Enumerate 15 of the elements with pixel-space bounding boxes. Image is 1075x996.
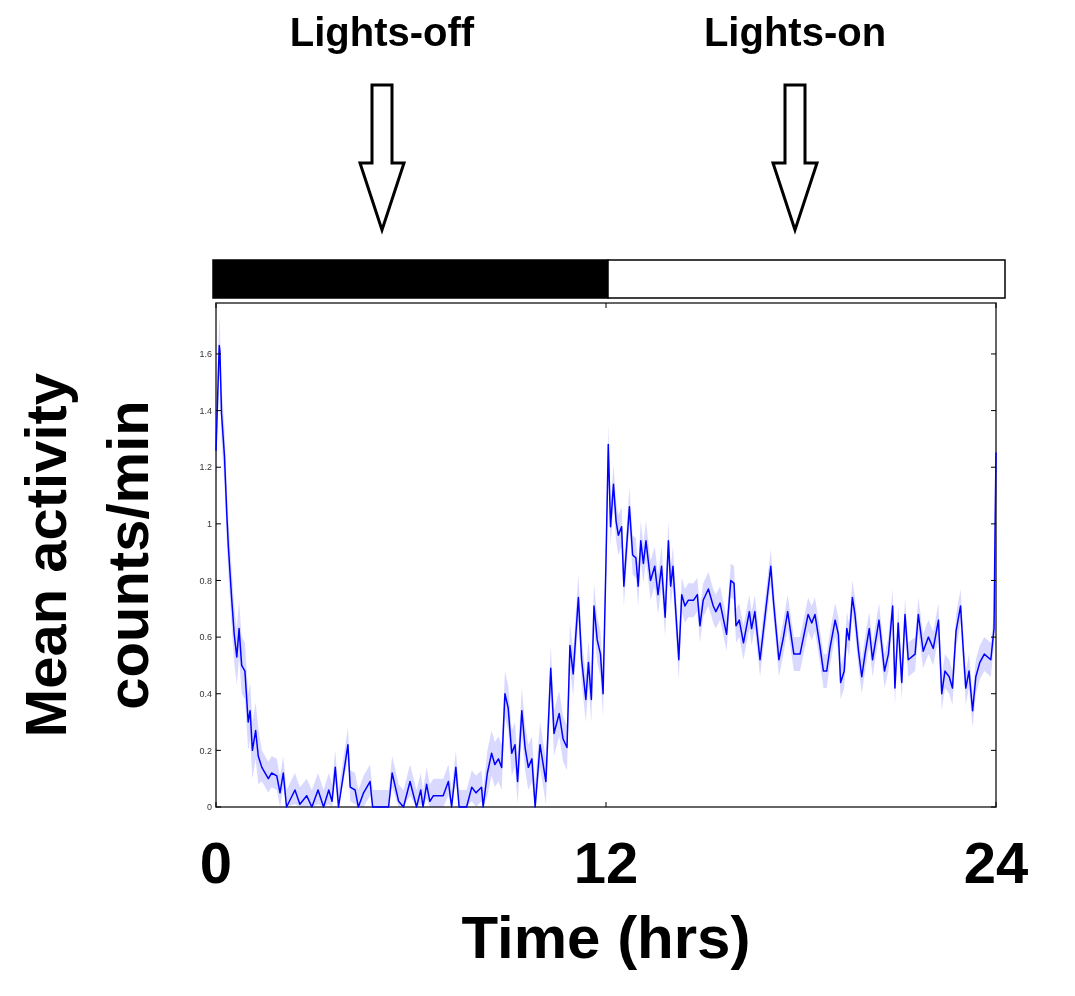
y-tick-label: 0.6 bbox=[199, 632, 212, 643]
text: Lights-off bbox=[289, 10, 475, 54]
x-tick-label: 24 bbox=[963, 830, 1029, 895]
y-tick-label: 1.6 bbox=[199, 349, 212, 360]
y-tick-label: 1.2 bbox=[199, 462, 212, 473]
x-axis-title: Time (hrs) bbox=[461, 904, 751, 971]
y-tick-label: 0.4 bbox=[199, 688, 212, 699]
y-tick-label: 0 bbox=[206, 802, 212, 813]
y-tick-label: 0.2 bbox=[199, 745, 212, 756]
y-tick-label: 0.8 bbox=[199, 575, 212, 586]
y-tick-label: 1 bbox=[206, 519, 212, 529]
y-axis-title: Mean activity counts/min bbox=[13, 372, 160, 738]
y-tick-label: 1.4 bbox=[199, 405, 212, 416]
x-tick-label: 12 bbox=[573, 830, 639, 895]
text: Lights-on bbox=[703, 10, 887, 54]
